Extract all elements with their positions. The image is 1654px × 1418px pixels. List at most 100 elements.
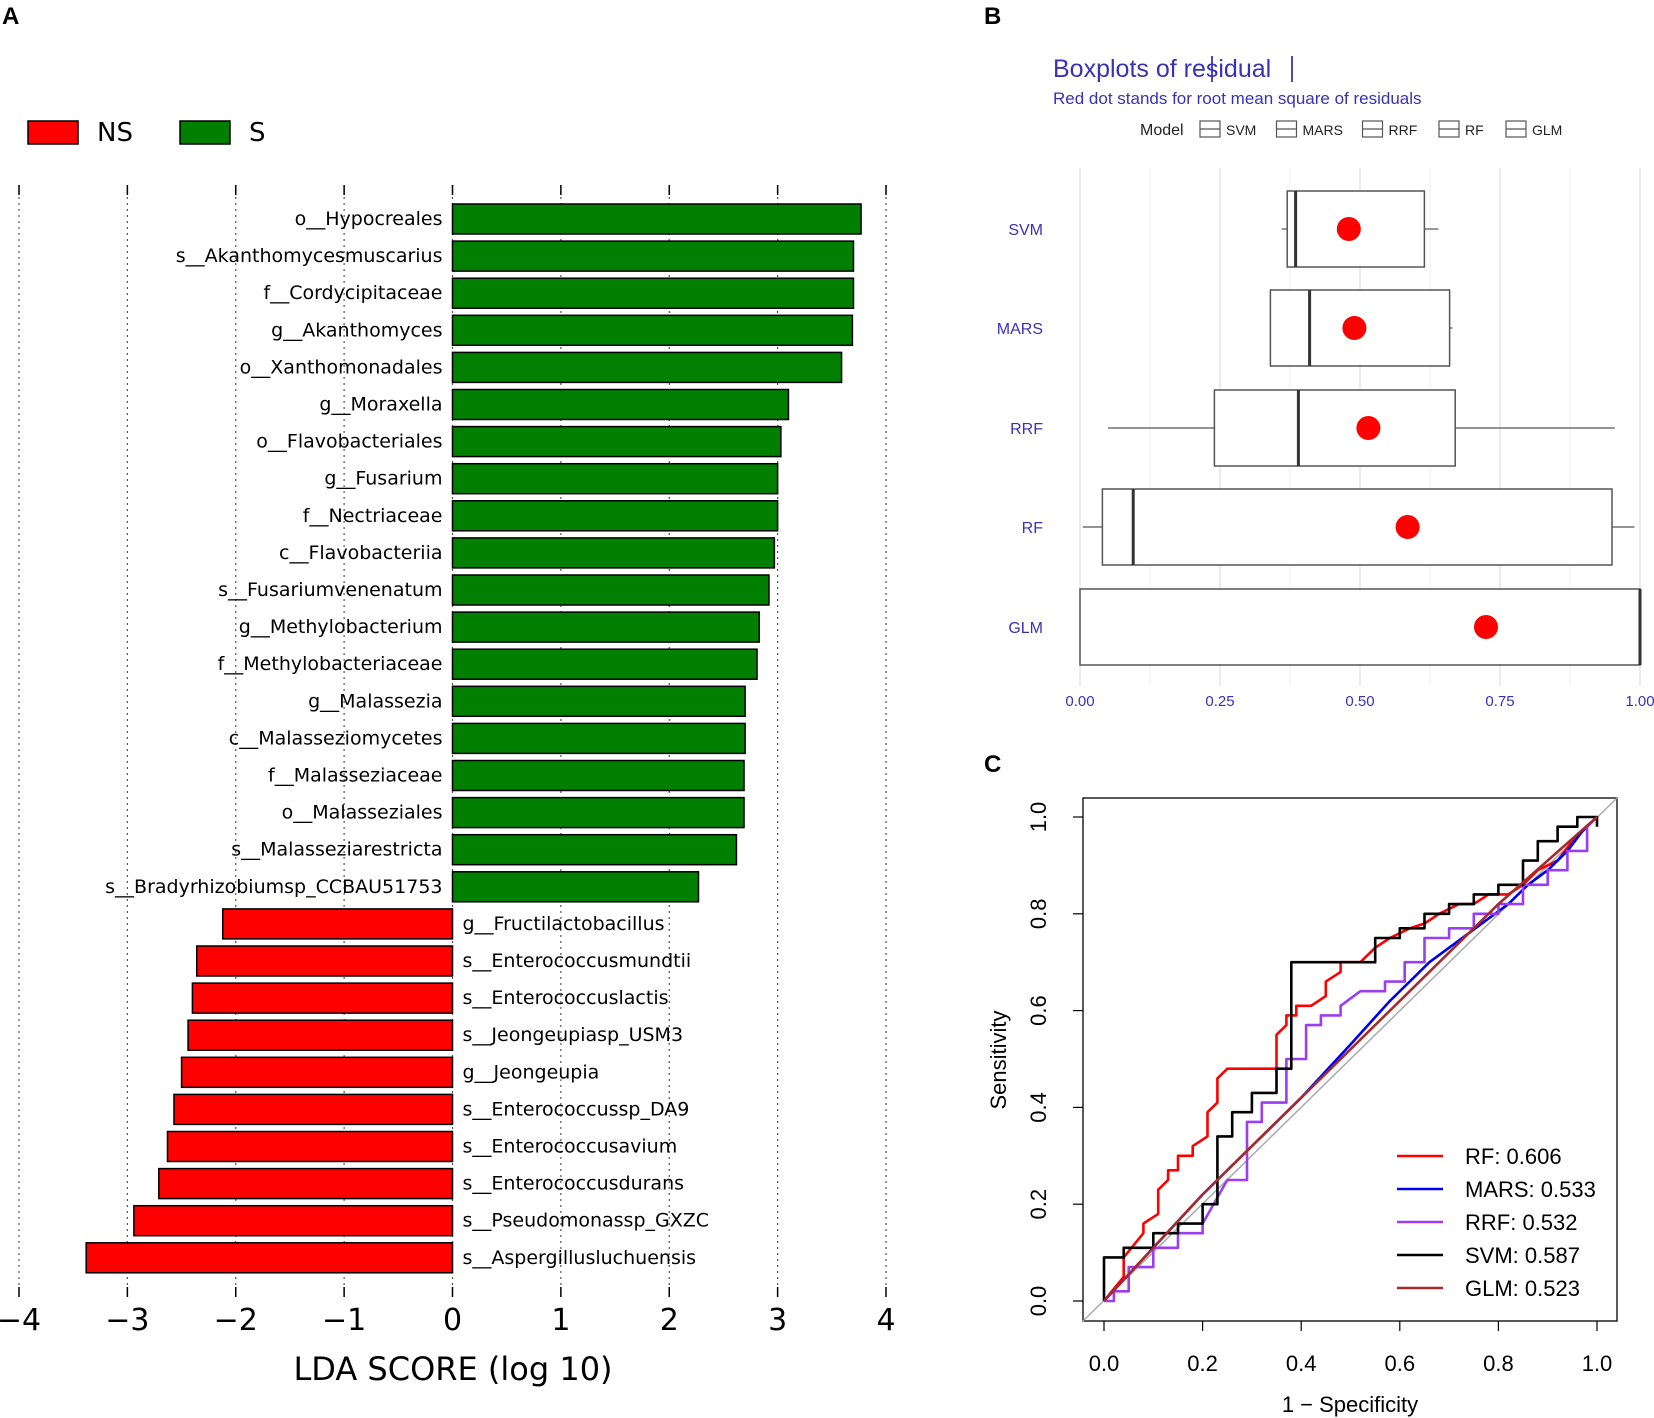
- lefse-bar-label: o__Flavobacteriales: [256, 431, 442, 453]
- boxplot-legend-label: RF: [1465, 122, 1484, 138]
- roc-legend-item-rf: RF: 0.606: [1397, 1144, 1562, 1169]
- lefse-bar-label: s__Enterococcussp_DA9: [463, 1098, 690, 1120]
- boxplot-legend-item-glm: GLM: [1505, 120, 1562, 138]
- boxplot-legend-label: GLM: [1532, 122, 1562, 138]
- lefse-bar-s-pseudomonassp-gxzc: [133, 1204, 454, 1237]
- boxplot-legend-item-rrf: RRF: [1361, 120, 1418, 138]
- lefse-bar-c-flavobacteriia: [451, 537, 776, 569]
- lefse-bar-c-malasseziomycetes: [451, 722, 746, 755]
- lefse-bar-label: s__Enterococcusmundtii: [463, 950, 692, 972]
- roc-curve-rrf: [1104, 816, 1598, 1303]
- lefse-bar-label: o__Malasseziales: [282, 802, 443, 824]
- lefse-bar-o-xanthomonadales: [451, 351, 843, 384]
- lefse-bar-label: g__Methylobacterium: [239, 616, 443, 638]
- lefse-bar-o-malasseziales: [451, 796, 745, 829]
- roc-legend-label: MARS: 0.533: [1465, 1177, 1596, 1202]
- lefse-bar-g-fructilactobacillus: [221, 908, 454, 940]
- lefse-bar-label: g__Jeongeupia: [463, 1061, 600, 1083]
- lefse-bar-label: o__Hypocreales: [295, 208, 443, 230]
- roc-x-axis-title: 1 − Specificity: [1282, 1392, 1418, 1417]
- boxplot-rrf: [1108, 389, 1615, 467]
- boxplot-category-label: SVM: [1008, 222, 1043, 239]
- lefse-bar-label: g__Malassezia: [308, 690, 442, 712]
- lefse-bar-g-malassezia: [451, 685, 746, 718]
- roc-y-axis-title: Sensitivity: [986, 1010, 1011, 1109]
- lefse-bar-s-aspergillusluchuensis: [85, 1242, 454, 1274]
- boxplot-category-label: MARS: [997, 321, 1043, 338]
- lefse-bar-label: s__Akanthomycesmuscarius: [176, 245, 443, 267]
- lefse-bar-label: f__Nectriaceae: [303, 505, 443, 527]
- lefse-bar-f-malasseziaceae: [451, 759, 745, 792]
- lefse-bar-f-cordycipitaceae: [451, 277, 855, 309]
- legend-label-s: S: [249, 118, 266, 148]
- lefse-bar-f-methylobacteriaceae: [451, 648, 758, 680]
- box: [1079, 588, 1641, 666]
- boxplot-legend-label: MARS: [1303, 122, 1343, 138]
- roc-curves: [1082, 797, 1618, 1322]
- lefse-tick-label: 1: [551, 1303, 570, 1338]
- lefse-bar-label: c__Flavobacteriia: [279, 542, 442, 564]
- lefse-bar-label: c__Malasseziomycetes: [229, 727, 443, 749]
- lefse-bar-label: g__Akanthomyces: [271, 319, 442, 341]
- lefse-bar-s-enterococcusmundtii: [195, 945, 454, 977]
- roc-y-tick-label: 0.4: [1026, 1092, 1051, 1123]
- lefse-legend: NS S: [27, 118, 266, 148]
- lefse-bar-g-methylobacterium: [451, 611, 760, 643]
- boxplot-title-prefix: Boxplots of: [1053, 55, 1184, 83]
- boxplot-tick-label: 0.00: [1065, 693, 1094, 710]
- boxplot-boxes: [1079, 190, 1642, 666]
- boxplot-tick-label: 0.50: [1345, 693, 1374, 710]
- lefse-bar-g-fusarium: [451, 462, 779, 495]
- lefse-bar-label: s__Enterococcusavium: [463, 1136, 678, 1158]
- boxplot-svm: [1281, 190, 1439, 268]
- roc-y-tick-label: 0.6: [1026, 995, 1051, 1026]
- lefse-bar-label: g__Moraxella: [319, 394, 442, 416]
- roc-plot-frame: [1082, 797, 1618, 1322]
- roc-y-tick-label: 1.0: [1026, 802, 1051, 833]
- boxplot-legend-label: RRF: [1389, 122, 1418, 138]
- lefse-bar-labels: o__Hypocreales s__Akanthomycesmuscarius f_…: [105, 208, 709, 1269]
- lefse-bar-label: g__Fructilactobacillus: [463, 913, 665, 935]
- boxplot-legend-item-mars: MARS: [1275, 120, 1343, 138]
- boxplot-legend: Model SVM MARS RRF RF GLM: [1140, 120, 1562, 139]
- lefse-bar-label: s__Enterococcuslactis: [463, 987, 669, 1009]
- rms-dot: [1336, 217, 1361, 241]
- lefse-tick-label: 4: [876, 1303, 895, 1338]
- lefse-bar-label: s__Enterococcusdurans: [463, 1173, 685, 1195]
- lefse-bar-g-jeongeupia: [180, 1056, 454, 1089]
- lefse-bar-s-bradyrhizobiumsp-ccbau51753: [451, 871, 700, 903]
- boxplot-legend-item-rf: RF: [1438, 120, 1484, 138]
- lefse-bar-label: s__Fusariumvenenatum: [218, 579, 442, 601]
- roc-curve-svm: [1102, 815, 1599, 1301]
- lefse-tick-label: 0: [443, 1303, 462, 1338]
- roc-x-tick-label: 0.8: [1483, 1351, 1514, 1376]
- roc-legend: RF: 0.606 MARS: 0.533 RRF: 0.532 SVM: 0.587…: [1397, 1144, 1596, 1301]
- boxplot-rf: [1082, 488, 1635, 566]
- rms-dot: [1474, 615, 1498, 639]
- lefse-tick-label: 2: [660, 1303, 679, 1338]
- roc-legend-label: GLM: 0.523: [1465, 1276, 1580, 1301]
- lefse-bar-label: f__Cordycipitaceae: [264, 282, 443, 304]
- roc-y-tick-label: 0.8: [1026, 899, 1051, 930]
- boxplot-tick-label: 1.00: [1625, 693, 1654, 710]
- lefse-bar-label: s__Malasseziarestricta: [231, 839, 442, 861]
- lefse-bar-o-flavobacteriales: [451, 425, 782, 458]
- lefse-bar-f-nectriaceae: [451, 500, 779, 532]
- lefse-bar-label: f__Methylobacteriaceae: [218, 653, 443, 675]
- boxplot-legend-item-svm: SVM: [1199, 120, 1256, 138]
- roc-legend-item-mars: MARS: 0.533: [1397, 1177, 1596, 1202]
- roc-legend-label: RRF: 0.532: [1465, 1210, 1578, 1235]
- legend-swatch-ns: [27, 120, 79, 145]
- lefse-bar-label: o__Xanthomonadales: [240, 356, 443, 378]
- roc-legend-item-svm: SVM: 0.587: [1397, 1243, 1580, 1268]
- boxplot-category-label: RRF: [1010, 421, 1043, 438]
- roc-legend-label: RF: 0.606: [1465, 1144, 1562, 1169]
- roc-chart: 0.0 0.2 0.4 0.6 0.8 1.0 0.0 0.2 0.4 0.6 0.8 1.0 RF:…: [986, 797, 1618, 1417]
- lefse-tick-label: −2: [214, 1303, 258, 1338]
- boxplot-subtitle: Red dot stands for root mean square of r…: [1053, 89, 1422, 108]
- lefse-bar-s-enterococcusavium: [166, 1130, 454, 1163]
- lefse-bar-label: g__Fusarium: [324, 468, 442, 490]
- roc-legend-item-rrf: RRF: 0.532: [1397, 1210, 1578, 1235]
- lefse-bar-s-enterococcusdurans: [158, 1167, 454, 1200]
- lefse-bar-s-enterococcussp-da9: [173, 1093, 454, 1126]
